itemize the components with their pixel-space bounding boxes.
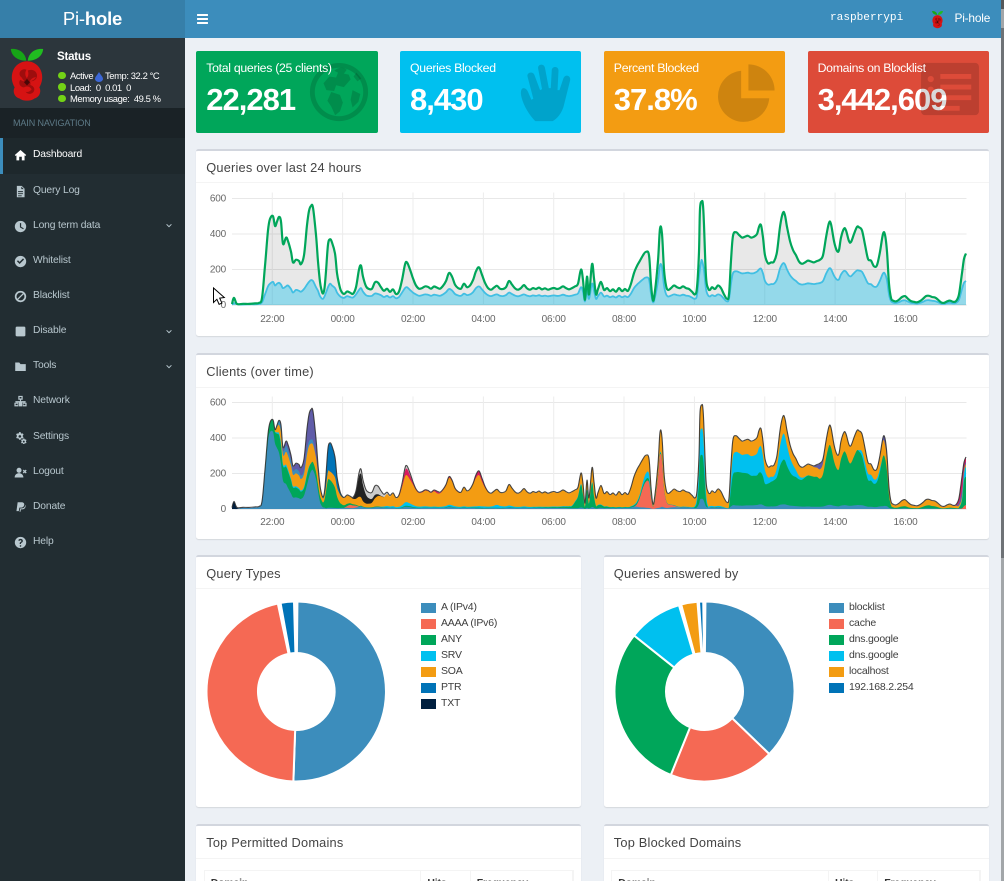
svg-text:600: 600 — [210, 398, 227, 409]
svg-text:200: 200 — [210, 469, 227, 480]
svg-text:10:00: 10:00 — [682, 517, 707, 528]
svg-text:16:00: 16:00 — [893, 517, 918, 528]
svg-text:00:00: 00:00 — [331, 517, 356, 528]
svg-text:04:00: 04:00 — [471, 314, 496, 325]
svg-text:22:00: 22:00 — [260, 314, 285, 325]
svg-text:00:00: 00:00 — [331, 314, 356, 325]
svg-text:400: 400 — [210, 229, 227, 240]
svg-text:08:00: 08:00 — [612, 517, 637, 528]
svg-text:600: 600 — [210, 194, 227, 205]
svg-text:12:00: 12:00 — [753, 314, 778, 325]
svg-text:04:00: 04:00 — [471, 517, 496, 528]
svg-text:16:00: 16:00 — [893, 314, 918, 325]
svg-text:22:00: 22:00 — [260, 517, 285, 528]
svg-text:06:00: 06:00 — [542, 314, 567, 325]
svg-text:14:00: 14:00 — [823, 517, 848, 528]
svg-text:0: 0 — [221, 300, 227, 311]
svg-text:08:00: 08:00 — [612, 314, 637, 325]
svg-text:02:00: 02:00 — [401, 517, 426, 528]
svg-text:400: 400 — [210, 433, 227, 444]
svg-text:14:00: 14:00 — [823, 314, 848, 325]
svg-text:0: 0 — [221, 504, 227, 515]
svg-text:02:00: 02:00 — [401, 314, 426, 325]
svg-text:12:00: 12:00 — [753, 517, 778, 528]
svg-text:200: 200 — [210, 265, 227, 276]
svg-text:06:00: 06:00 — [542, 517, 567, 528]
svg-text:10:00: 10:00 — [682, 314, 707, 325]
